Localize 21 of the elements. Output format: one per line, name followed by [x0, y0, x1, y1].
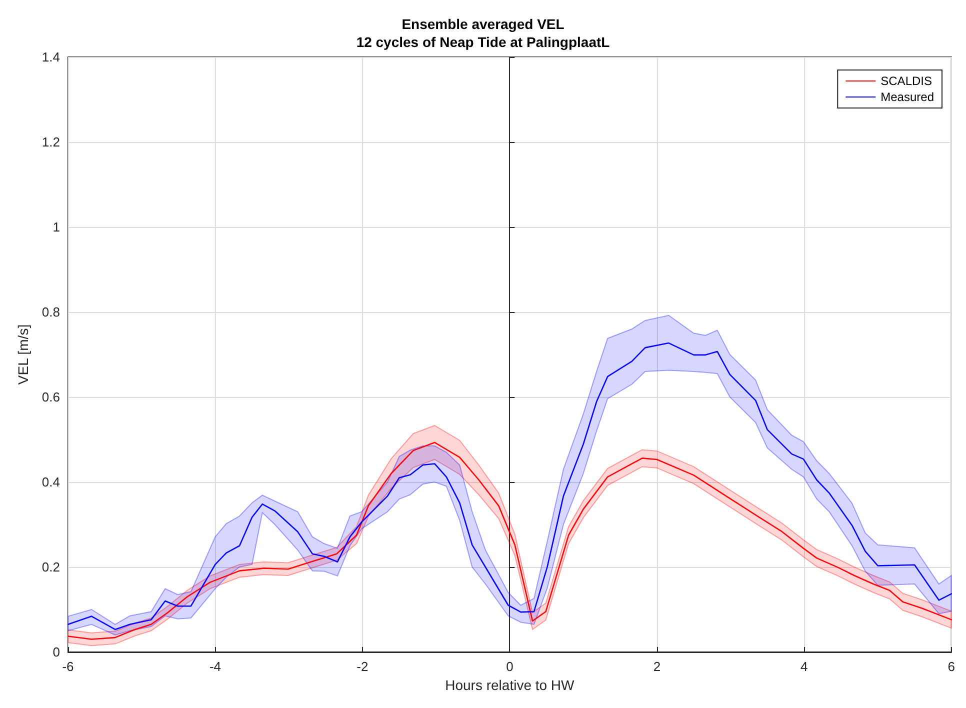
chart-subtitle: 12 cycles of Neap Tide at PalingplaatL: [356, 34, 610, 50]
y-tick-label: 0.2: [42, 560, 60, 574]
x-tick-label: -6: [62, 659, 74, 674]
y-tick-label: 1.4: [42, 50, 60, 64]
y-tick-label: 0.6: [42, 390, 60, 404]
y-tick-label: 0.8: [42, 304, 60, 320]
x-tick-label: 2: [653, 659, 661, 674]
x-tick-label: 4: [800, 659, 808, 674]
x-tick-label: -2: [356, 659, 368, 674]
y-tick-label: 1.2: [42, 134, 60, 150]
y-tick-label: 0: [52, 644, 60, 660]
y-tick-label: 1: [52, 220, 60, 234]
x-tick-label: 6: [948, 659, 955, 674]
chart-title: Ensemble averaged VEL: [402, 16, 565, 32]
x-tick-label: -4: [209, 659, 222, 674]
x-axis-title: Hours relative to HW: [445, 677, 576, 693]
y-axis-title: VEL [m/s]: [15, 324, 31, 385]
legend-label: SCALDIS: [880, 74, 932, 88]
legend-label: Measured: [880, 90, 934, 104]
x-tick-label: 0: [506, 659, 514, 674]
y-tick-label: 0.4: [42, 474, 60, 490]
